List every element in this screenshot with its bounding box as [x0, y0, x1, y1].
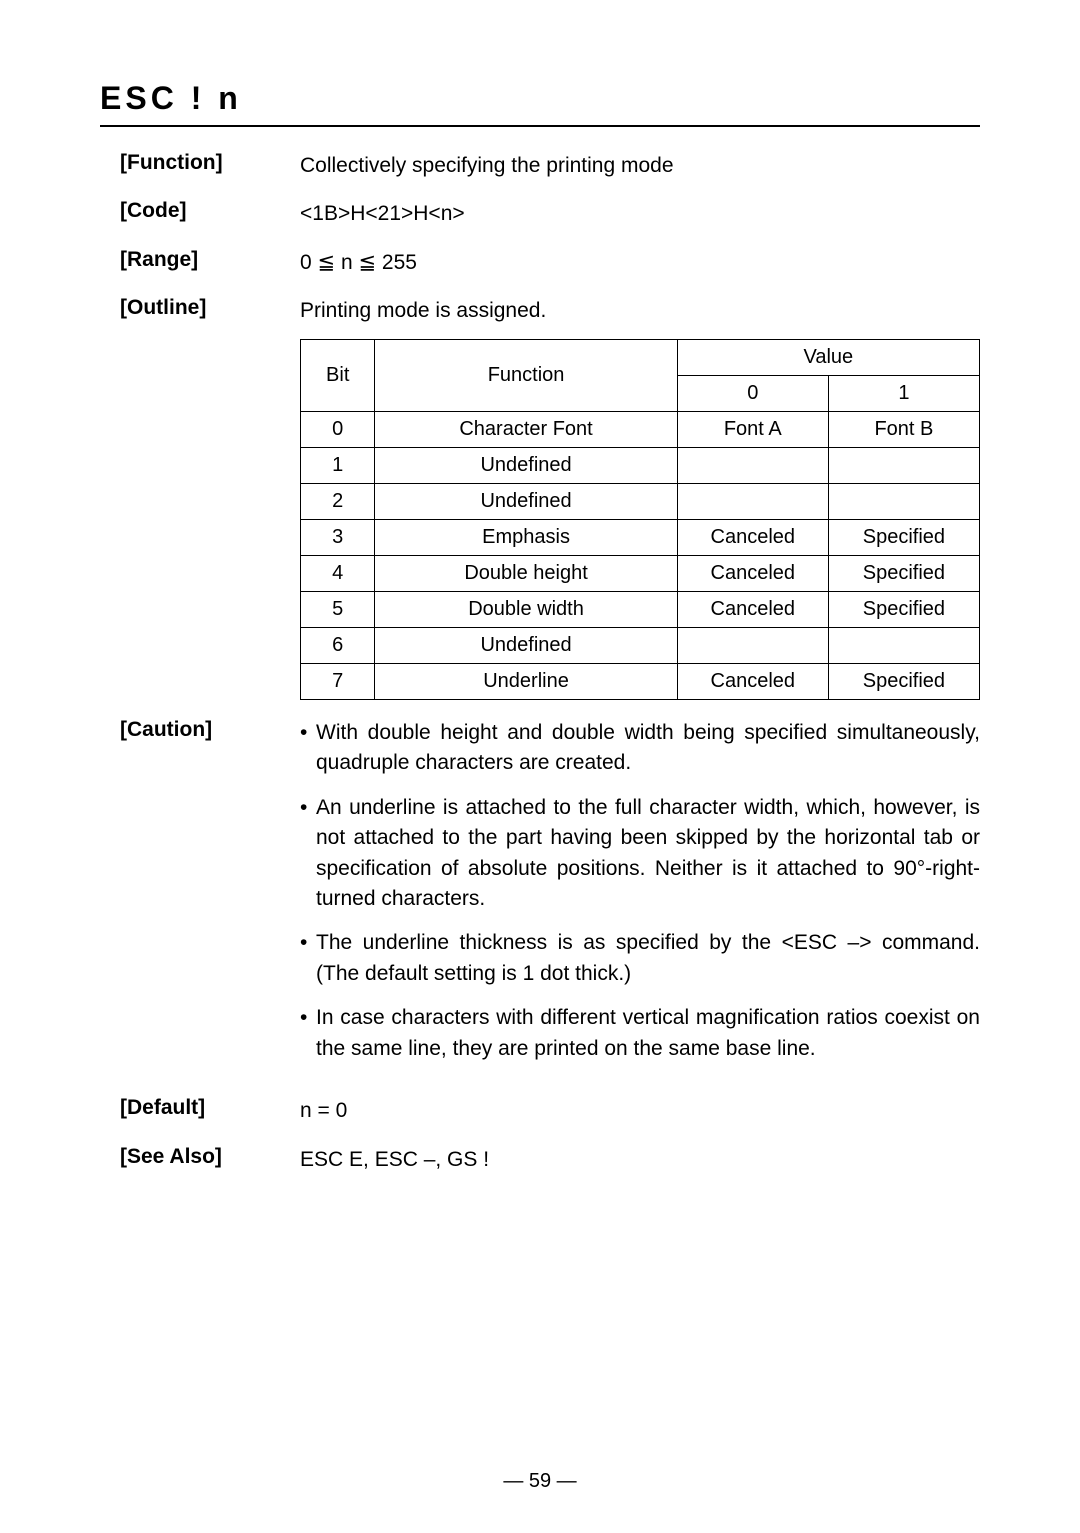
caution-content: With double height and double width bein… — [300, 718, 980, 1078]
bits-table: Bit Function Value 0 1 0 Character Font … — [300, 339, 980, 700]
cell-func: Undefined — [375, 483, 677, 519]
cell-v0 — [677, 447, 828, 483]
seealso-row: [See Also] ESC E, ESC –, GS ! — [100, 1145, 980, 1175]
table-row: 3 Emphasis Canceled Specified — [301, 519, 980, 555]
seealso-label: [See Also] — [100, 1145, 300, 1169]
outline-row: [Outline] Printing mode is assigned. Bit… — [100, 296, 980, 699]
cell-bit: 1 — [301, 447, 375, 483]
seealso-text: ESC E, ESC –, GS ! — [300, 1145, 980, 1175]
caution-row: [Caution] With double height and double … — [100, 718, 980, 1078]
table-row: 0 Character Font Font A Font B — [301, 411, 980, 447]
caution-label: [Caution] — [100, 718, 300, 742]
cell-bit: 4 — [301, 555, 375, 591]
th-value: Value — [677, 339, 979, 375]
cell-func: Undefined — [375, 627, 677, 663]
cell-v0: Canceled — [677, 555, 828, 591]
cell-bit: 5 — [301, 591, 375, 627]
bits-table-wrap: Bit Function Value 0 1 0 Character Font … — [300, 339, 980, 700]
th-bit: Bit — [301, 339, 375, 411]
cell-func: Emphasis — [375, 519, 677, 555]
table-row: 6 Undefined — [301, 627, 980, 663]
cell-v0: Font A — [677, 411, 828, 447]
cell-func: Undefined — [375, 447, 677, 483]
cell-v0 — [677, 627, 828, 663]
default-text: n = 0 — [300, 1096, 980, 1126]
table-row: 5 Double width Canceled Specified — [301, 591, 980, 627]
caution-item: In case characters with different vertic… — [300, 1003, 980, 1064]
function-row: [Function] Collectively specifying the p… — [100, 151, 980, 181]
table-row: 1 Undefined — [301, 447, 980, 483]
bits-tbody: 0 Character Font Font A Font B 1 Undefin… — [301, 411, 980, 699]
title-rule — [100, 125, 980, 127]
caution-item: An underline is attached to the full cha… — [300, 793, 980, 915]
default-label: [Default] — [100, 1096, 300, 1120]
function-text: Collectively specifying the printing mod… — [300, 151, 980, 181]
cell-v1 — [828, 483, 979, 519]
th-v0: 0 — [677, 375, 828, 411]
cell-v0 — [677, 483, 828, 519]
cell-v0: Canceled — [677, 663, 828, 699]
cell-bit: 7 — [301, 663, 375, 699]
cell-func: Double height — [375, 555, 677, 591]
cell-v1 — [828, 447, 979, 483]
cell-bit: 0 — [301, 411, 375, 447]
cell-v1: Specified — [828, 519, 979, 555]
cell-bit: 2 — [301, 483, 375, 519]
outline-content: Printing mode is assigned. Bit Function … — [300, 296, 980, 699]
table-row: 4 Double height Canceled Specified — [301, 555, 980, 591]
caution-item: The underline thickness is as specified … — [300, 928, 980, 989]
page-number: — 59 — — [100, 1470, 980, 1493]
table-row: 7 Underline Canceled Specified — [301, 663, 980, 699]
cell-v1: Specified — [828, 555, 979, 591]
code-label: [Code] — [100, 199, 300, 223]
caution-item: With double height and double width bein… — [300, 718, 980, 779]
outline-text: Printing mode is assigned. — [300, 296, 980, 326]
cell-func: Double width — [375, 591, 677, 627]
table-row: 2 Undefined — [301, 483, 980, 519]
cell-func: Character Font — [375, 411, 677, 447]
cell-func: Underline — [375, 663, 677, 699]
range-label: [Range] — [100, 248, 300, 272]
cell-v0: Canceled — [677, 591, 828, 627]
cell-v1 — [828, 627, 979, 663]
command-title: ESC ! n — [100, 80, 980, 117]
cell-v1: Font B — [828, 411, 979, 447]
th-function: Function — [375, 339, 677, 411]
th-v1: 1 — [828, 375, 979, 411]
cell-v1: Specified — [828, 663, 979, 699]
code-text: <1B>H<21>H<n> — [300, 199, 980, 229]
cell-v0: Canceled — [677, 519, 828, 555]
outline-label: [Outline] — [100, 296, 300, 320]
function-label: [Function] — [100, 151, 300, 175]
default-row: [Default] n = 0 — [100, 1096, 980, 1126]
range-text: 0 ≦ n ≦ 255 — [300, 248, 980, 278]
code-row: [Code] <1B>H<21>H<n> — [100, 199, 980, 229]
cell-bit: 6 — [301, 627, 375, 663]
cell-bit: 3 — [301, 519, 375, 555]
cell-v1: Specified — [828, 591, 979, 627]
range-row: [Range] 0 ≦ n ≦ 255 — [100, 248, 980, 278]
caution-list: With double height and double width bein… — [300, 718, 980, 1064]
